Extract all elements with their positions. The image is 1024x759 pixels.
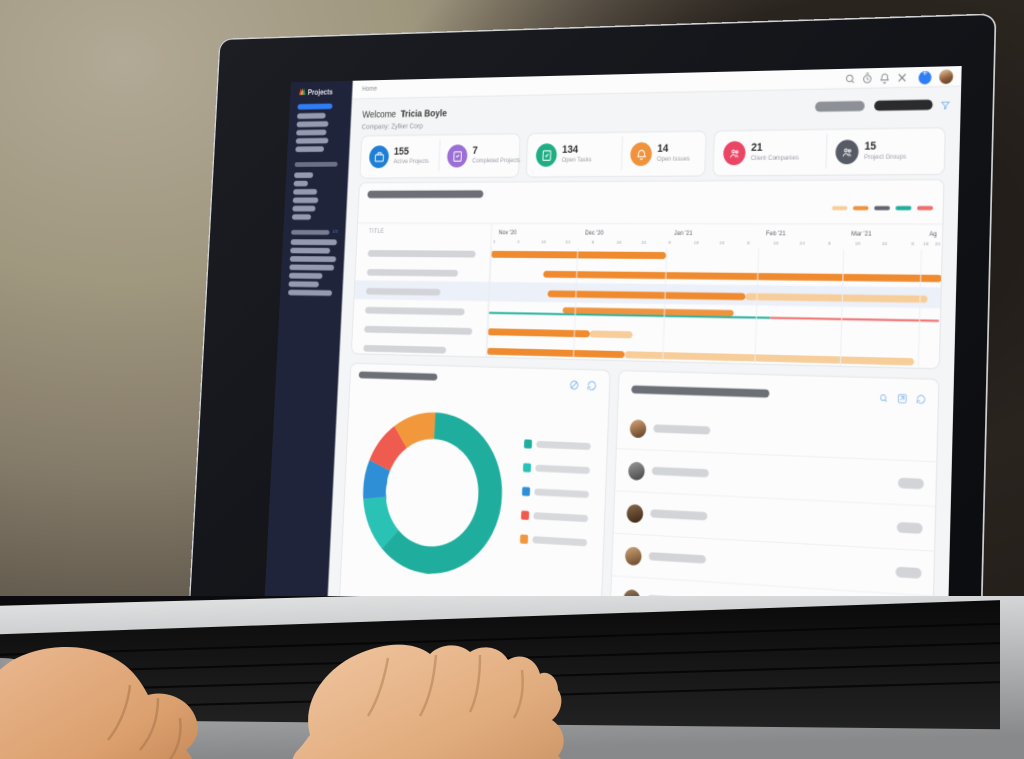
svg-text:Projects: Projects (308, 88, 333, 97)
